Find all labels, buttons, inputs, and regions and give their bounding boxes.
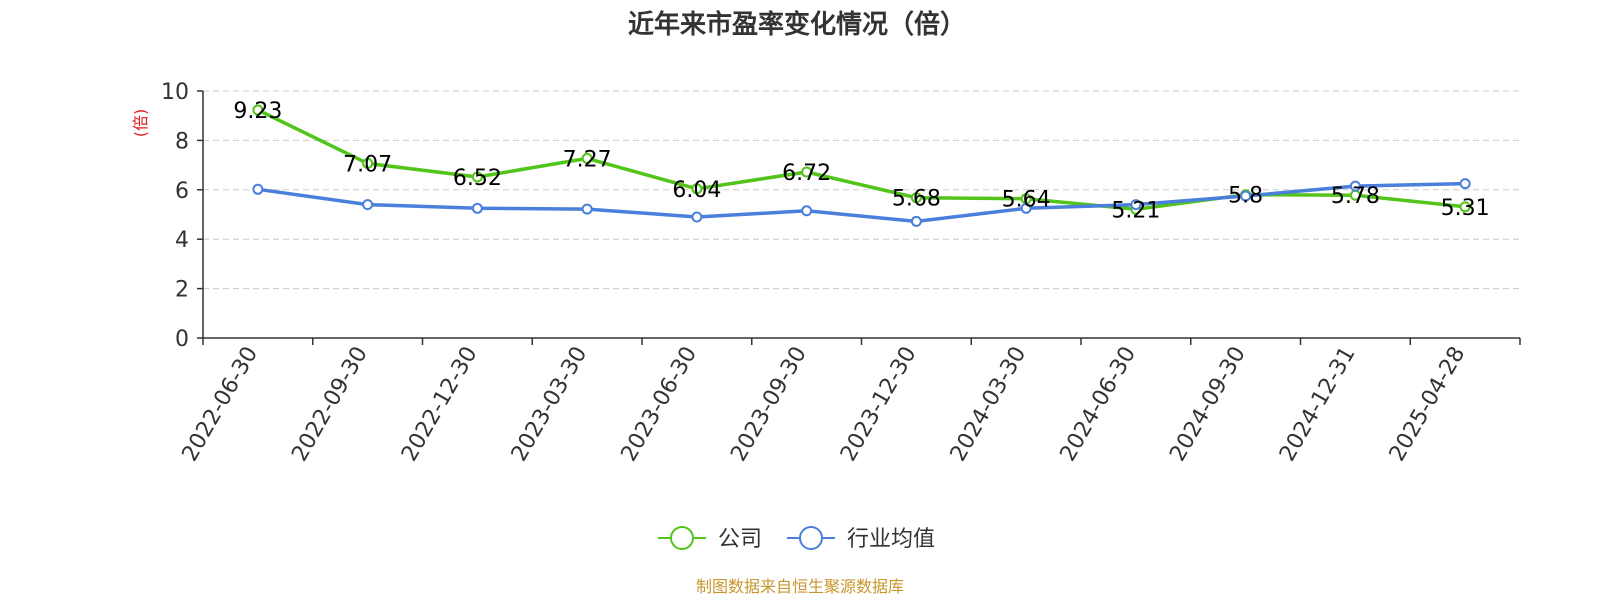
legend[interactable]: 公司 行业均值 [658, 526, 935, 552]
data-point-company[interactable] [691, 183, 703, 195]
data-point-company[interactable] [581, 152, 593, 164]
x-tick-label: 2024-06-30 [1055, 343, 1141, 466]
data-point-industry-avg[interactable] [362, 199, 374, 211]
series-line-company [256, 108, 1467, 212]
chart-title: 近年来市盈率变化情况（倍） [628, 9, 966, 40]
x-tick-label: 2022-06-30 [177, 343, 263, 466]
x-tick-label: 2024-09-30 [1165, 343, 1251, 466]
series-line-industry-avg [256, 181, 1467, 224]
data-source-note: 制图数据来自恒生聚源数据库 [696, 577, 904, 596]
data-label: 9.23 [233, 99, 282, 124]
data-point-industry-avg[interactable] [471, 202, 483, 214]
x-tick-label: 2024-03-30 [946, 343, 1032, 466]
legend-label-company: 公司 [718, 527, 762, 552]
data-point-company[interactable] [1459, 201, 1471, 213]
x-tick-label: 2022-09-30 [287, 343, 373, 466]
plot-area [252, 104, 1471, 227]
data-point-company[interactable] [910, 192, 922, 204]
data-labels: 9.23 7.07 6.52 7.27 6.04 6.72 5.68 5.64 5.21 5.8 5… [233, 99, 1489, 223]
x-tick-label: 2023-09-30 [726, 343, 812, 466]
data-point-company[interactable] [801, 166, 813, 178]
data-point-industry-avg[interactable] [1459, 178, 1471, 190]
data-label: 5.31 [1441, 196, 1490, 221]
data-point-industry-avg[interactable] [910, 215, 922, 227]
axes: 0 2 4 6 8 10 2022-06-30 2022-09-30 2022-12-30 202… [161, 80, 1521, 466]
data-label: 6.04 [672, 178, 721, 203]
data-point-industry-avg[interactable] [691, 211, 703, 223]
legend-marker-industry-avg [799, 526, 823, 550]
data-point-industry-avg[interactable] [1020, 202, 1032, 214]
x-tick-label: 2023-06-30 [616, 343, 702, 466]
data-label: 5.64 [1002, 188, 1051, 213]
data-point-company[interactable] [471, 171, 483, 183]
data-point-industry-avg[interactable] [1130, 199, 1142, 211]
y-tick-label: 8 [175, 129, 189, 154]
data-point-industry-avg[interactable] [581, 203, 593, 215]
data-point-company[interactable] [252, 104, 264, 116]
x-tick-label: 2023-12-30 [836, 343, 922, 466]
data-label: 5.8 [1228, 184, 1263, 209]
data-point-industry-avg[interactable] [1240, 190, 1252, 202]
x-tick-label: 2024-12-31 [1275, 343, 1361, 466]
data-label: 5.68 [892, 187, 941, 212]
legend-label-industry-avg: 行业均值 [847, 527, 935, 552]
data-point-company[interactable] [362, 157, 374, 169]
data-label: 5.21 [1111, 198, 1160, 223]
data-label: 6.52 [453, 166, 502, 191]
data-label: 7.27 [563, 147, 612, 172]
y-tick-label: 4 [175, 228, 189, 253]
y-tick-label: 10 [161, 80, 189, 105]
data-label: 7.07 [343, 152, 392, 177]
data-point-industry-avg[interactable] [801, 205, 813, 217]
y-axis-unit: (倍) [131, 109, 150, 138]
x-tick-label: 2023-03-30 [507, 343, 593, 466]
legend-marker-company [670, 526, 694, 550]
data-label: 6.72 [782, 161, 831, 186]
y-tick-label: 6 [175, 179, 189, 204]
x-tick-label: 2022-12-30 [397, 343, 483, 466]
legend-item-company[interactable]: 公司 [658, 526, 762, 552]
data-point-industry-avg[interactable] [252, 183, 264, 195]
data-point-industry-avg[interactable] [1349, 180, 1361, 192]
data-label: 5.78 [1331, 184, 1380, 209]
legend-item-industry-avg[interactable]: 行业均值 [787, 526, 935, 552]
y-tick-label: 2 [175, 278, 189, 303]
x-tick-label: 2025-04-28 [1385, 343, 1471, 466]
y-tick-label: 0 [175, 327, 189, 352]
